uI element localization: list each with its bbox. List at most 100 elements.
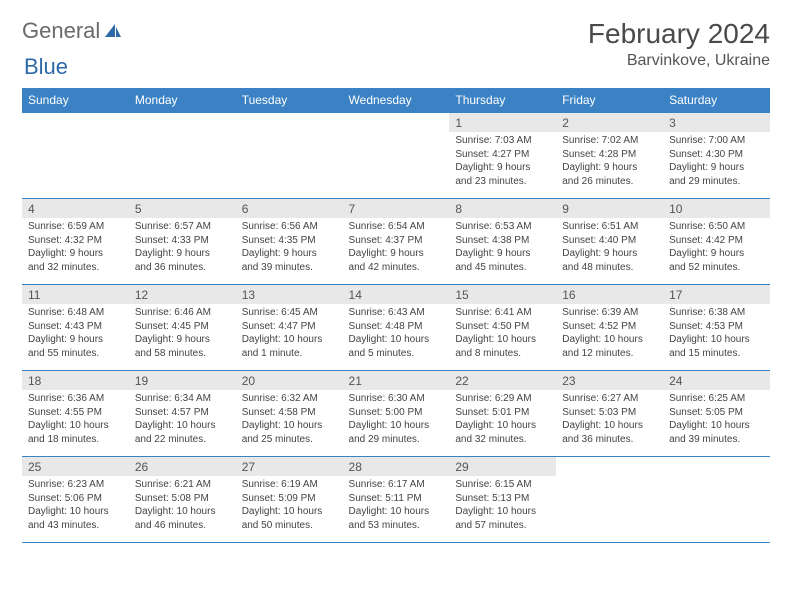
dayhead-fri: Friday: [556, 88, 663, 113]
dayhead-mon: Monday: [129, 88, 236, 113]
day-line: Sunset: 5:01 PM: [455, 406, 550, 420]
day-line: Sunrise: 6:17 AM: [349, 478, 444, 492]
day-number: 7: [343, 199, 450, 218]
day-number: 17: [663, 285, 770, 304]
day-number: 21: [343, 371, 450, 390]
day-body: Sunrise: 6:15 AMSunset: 5:13 PMDaylight:…: [449, 476, 556, 536]
day-line: Daylight: 9 hours: [669, 247, 764, 261]
day-line: and 32 minutes.: [28, 261, 123, 275]
day-line: Daylight: 10 hours: [455, 419, 550, 433]
calendar-cell: 27Sunrise: 6:19 AMSunset: 5:09 PMDayligh…: [236, 457, 343, 543]
calendar-cell: 24Sunrise: 6:25 AMSunset: 5:05 PMDayligh…: [663, 371, 770, 457]
day-body: Sunrise: 6:38 AMSunset: 4:53 PMDaylight:…: [663, 304, 770, 364]
calendar-cell: 9Sunrise: 6:51 AMSunset: 4:40 PMDaylight…: [556, 199, 663, 285]
day-number: 14: [343, 285, 450, 304]
day-line: and 57 minutes.: [455, 519, 550, 533]
calendar-row: 1Sunrise: 7:03 AMSunset: 4:27 PMDaylight…: [22, 113, 770, 199]
day-line: Sunset: 4:52 PM: [562, 320, 657, 334]
calendar-cell: [129, 113, 236, 199]
day-line: and 45 minutes.: [455, 261, 550, 275]
day-body: Sunrise: 6:53 AMSunset: 4:38 PMDaylight:…: [449, 218, 556, 278]
calendar-row: 18Sunrise: 6:36 AMSunset: 4:55 PMDayligh…: [22, 371, 770, 457]
brand-logo: General: [22, 18, 122, 44]
day-number: 19: [129, 371, 236, 390]
day-line: Sunset: 5:05 PM: [669, 406, 764, 420]
day-line: Daylight: 10 hours: [28, 505, 123, 519]
day-number: 25: [22, 457, 129, 476]
day-body: Sunrise: 6:41 AMSunset: 4:50 PMDaylight:…: [449, 304, 556, 364]
day-line: Daylight: 10 hours: [455, 505, 550, 519]
day-line: Sunset: 4:37 PM: [349, 234, 444, 248]
calendar-cell: 7Sunrise: 6:54 AMSunset: 4:37 PMDaylight…: [343, 199, 450, 285]
day-line: Daylight: 9 hours: [455, 247, 550, 261]
dayhead-wed: Wednesday: [343, 88, 450, 113]
calendar-row: 4Sunrise: 6:59 AMSunset: 4:32 PMDaylight…: [22, 199, 770, 285]
day-line: Sunset: 4:27 PM: [455, 148, 550, 162]
day-line: Sunset: 4:42 PM: [669, 234, 764, 248]
calendar-cell: 14Sunrise: 6:43 AMSunset: 4:48 PMDayligh…: [343, 285, 450, 371]
day-line: and 42 minutes.: [349, 261, 444, 275]
day-body: Sunrise: 6:36 AMSunset: 4:55 PMDaylight:…: [22, 390, 129, 450]
calendar-row: 25Sunrise: 6:23 AMSunset: 5:06 PMDayligh…: [22, 457, 770, 543]
day-number: 27: [236, 457, 343, 476]
day-line: Daylight: 9 hours: [562, 247, 657, 261]
day-line: Sunset: 4:45 PM: [135, 320, 230, 334]
day-line: and 12 minutes.: [562, 347, 657, 361]
location-label: Barvinkove, Ukraine: [588, 52, 770, 70]
calendar-cell: [22, 113, 129, 199]
day-line: Sunrise: 6:38 AM: [669, 306, 764, 320]
day-body: Sunrise: 6:23 AMSunset: 5:06 PMDaylight:…: [22, 476, 129, 536]
day-line: and 36 minutes.: [135, 261, 230, 275]
day-body: Sunrise: 6:27 AMSunset: 5:03 PMDaylight:…: [556, 390, 663, 450]
day-line: Sunset: 5:03 PM: [562, 406, 657, 420]
day-line: and 1 minute.: [242, 347, 337, 361]
calendar-table: Sunday Monday Tuesday Wednesday Thursday…: [22, 88, 770, 543]
day-number: 23: [556, 371, 663, 390]
day-line: Sunset: 4:47 PM: [242, 320, 337, 334]
day-line: Sunrise: 6:50 AM: [669, 220, 764, 234]
day-body: Sunrise: 6:59 AMSunset: 4:32 PMDaylight:…: [22, 218, 129, 278]
day-number: 8: [449, 199, 556, 218]
day-line: Daylight: 10 hours: [242, 505, 337, 519]
day-line: Sunrise: 7:00 AM: [669, 134, 764, 148]
day-line: and 29 minutes.: [669, 175, 764, 189]
day-line: Sunrise: 6:15 AM: [455, 478, 550, 492]
day-body: Sunrise: 6:57 AMSunset: 4:33 PMDaylight:…: [129, 218, 236, 278]
day-line: and 43 minutes.: [28, 519, 123, 533]
day-body: Sunrise: 7:02 AMSunset: 4:28 PMDaylight:…: [556, 132, 663, 192]
day-line: Daylight: 10 hours: [669, 419, 764, 433]
day-line: Sunset: 4:33 PM: [135, 234, 230, 248]
day-line: and 52 minutes.: [669, 261, 764, 275]
month-title: February 2024: [588, 18, 770, 50]
day-header-row: Sunday Monday Tuesday Wednesday Thursday…: [22, 88, 770, 113]
calendar-row: 11Sunrise: 6:48 AMSunset: 4:43 PMDayligh…: [22, 285, 770, 371]
day-body: Sunrise: 6:43 AMSunset: 4:48 PMDaylight:…: [343, 304, 450, 364]
day-body: Sunrise: 6:56 AMSunset: 4:35 PMDaylight:…: [236, 218, 343, 278]
day-line: and 58 minutes.: [135, 347, 230, 361]
dayhead-thu: Thursday: [449, 88, 556, 113]
day-line: Sunset: 4:57 PM: [135, 406, 230, 420]
day-body: Sunrise: 6:17 AMSunset: 5:11 PMDaylight:…: [343, 476, 450, 536]
day-line: Sunrise: 6:48 AM: [28, 306, 123, 320]
day-body: Sunrise: 6:51 AMSunset: 4:40 PMDaylight:…: [556, 218, 663, 278]
calendar-cell: 6Sunrise: 6:56 AMSunset: 4:35 PMDaylight…: [236, 199, 343, 285]
day-line: and 50 minutes.: [242, 519, 337, 533]
day-number: 10: [663, 199, 770, 218]
calendar-cell: 18Sunrise: 6:36 AMSunset: 4:55 PMDayligh…: [22, 371, 129, 457]
calendar-cell: [556, 457, 663, 543]
day-body: Sunrise: 6:30 AMSunset: 5:00 PMDaylight:…: [343, 390, 450, 450]
day-line: Daylight: 9 hours: [28, 247, 123, 261]
day-line: Daylight: 10 hours: [28, 419, 123, 433]
day-line: Sunset: 4:40 PM: [562, 234, 657, 248]
day-line: Daylight: 10 hours: [135, 505, 230, 519]
calendar-cell: 20Sunrise: 6:32 AMSunset: 4:58 PMDayligh…: [236, 371, 343, 457]
day-line: Sunset: 4:35 PM: [242, 234, 337, 248]
day-line: Sunrise: 6:56 AM: [242, 220, 337, 234]
day-line: Daylight: 10 hours: [242, 333, 337, 347]
day-line: Sunrise: 6:46 AM: [135, 306, 230, 320]
day-line: and 5 minutes.: [349, 347, 444, 361]
calendar-cell: 28Sunrise: 6:17 AMSunset: 5:11 PMDayligh…: [343, 457, 450, 543]
day-line: and 23 minutes.: [455, 175, 550, 189]
calendar-cell: 23Sunrise: 6:27 AMSunset: 5:03 PMDayligh…: [556, 371, 663, 457]
day-line: and 48 minutes.: [562, 261, 657, 275]
